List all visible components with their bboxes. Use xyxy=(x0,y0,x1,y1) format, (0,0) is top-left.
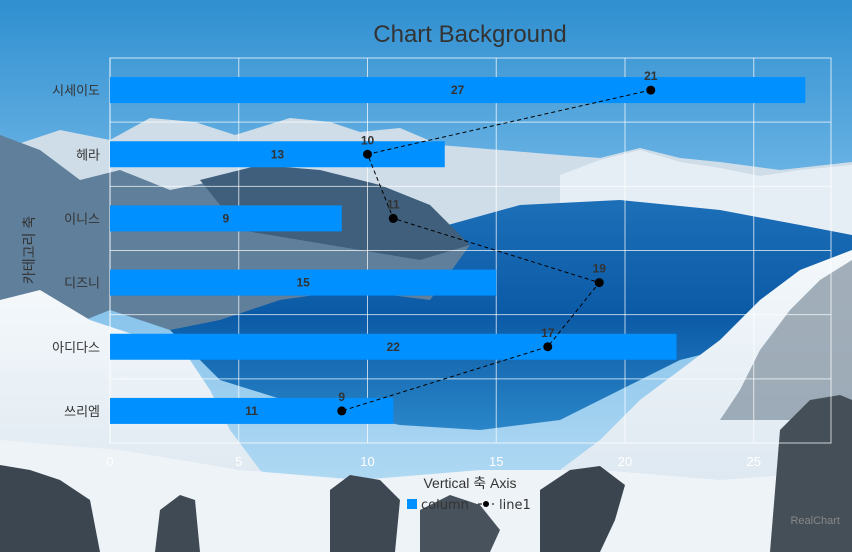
bar-value-label: 9 xyxy=(223,211,230,225)
category-axis-title: 카테고리 축 xyxy=(21,216,37,284)
bar-1[interactable] xyxy=(110,77,806,104)
category-label: 디즈니 xyxy=(64,277,100,292)
grid-lines xyxy=(109,57,832,444)
line1-point-5[interactable] xyxy=(543,342,553,352)
value-axis-title: Vertical 축 Axis xyxy=(423,475,516,491)
tick-label: 0 xyxy=(106,454,113,469)
value-axis-tick-labels: 0 5 10 15 20 25 xyxy=(106,454,761,469)
tick-label: 25 xyxy=(747,454,761,469)
legend-label-column: column xyxy=(421,498,469,513)
category-label: 시세이도 xyxy=(52,84,100,99)
line1-point-4[interactable] xyxy=(594,278,604,288)
line1-point-6[interactable] xyxy=(337,406,347,416)
chart-title: Chart Background xyxy=(373,21,566,48)
legend-swatch-column xyxy=(407,499,417,509)
legend-item-column[interactable]: column xyxy=(407,498,469,513)
bar-3[interactable] xyxy=(110,205,342,232)
bar-value-labels: 27 13 9 15 22 11 xyxy=(223,83,465,418)
line1-point-3[interactable] xyxy=(388,213,398,223)
credit-text: RealChart xyxy=(790,515,840,527)
line1-point-label: 17 xyxy=(541,326,555,340)
bar-value-label: 11 xyxy=(245,404,258,418)
category-label: 헤라 xyxy=(76,148,100,163)
tick-label: 5 xyxy=(235,454,242,469)
bar-value-label: 27 xyxy=(451,83,465,97)
bar-value-label: 13 xyxy=(271,147,285,161)
category-label: 이니스 xyxy=(64,212,100,227)
bar-4[interactable] xyxy=(110,269,497,296)
line-point-labels: 21 10 11 19 17 9 xyxy=(338,69,657,404)
legend-label-line1: line1 xyxy=(499,498,531,513)
line1-point-2[interactable] xyxy=(363,149,372,159)
bar-5[interactable] xyxy=(110,333,677,360)
line1-point-1[interactable] xyxy=(646,85,656,95)
tick-label: 10 xyxy=(360,454,374,469)
line1-point-label: 10 xyxy=(361,133,375,147)
line1-point-label: 21 xyxy=(644,69,658,83)
bar-value-label: 15 xyxy=(296,276,310,290)
line-series-line1 xyxy=(337,85,656,416)
line1-point-label: 19 xyxy=(593,262,607,276)
line1-point-label: 9 xyxy=(338,390,345,404)
bar-value-label: 22 xyxy=(387,340,401,354)
legend-item-line1[interactable]: line1 xyxy=(478,498,531,513)
category-label: 쓰리엠 xyxy=(64,405,100,420)
bar-2[interactable] xyxy=(110,141,445,168)
legend-marker-line1 xyxy=(483,501,489,507)
line1-path xyxy=(341,89,651,412)
category-label: 아디다스 xyxy=(52,341,100,356)
line1-point-label: 11 xyxy=(387,197,400,211)
tick-label: 15 xyxy=(489,454,503,469)
legend: column line1 xyxy=(407,498,531,513)
tick-label: 20 xyxy=(618,454,632,469)
bar-series-column xyxy=(110,77,806,424)
